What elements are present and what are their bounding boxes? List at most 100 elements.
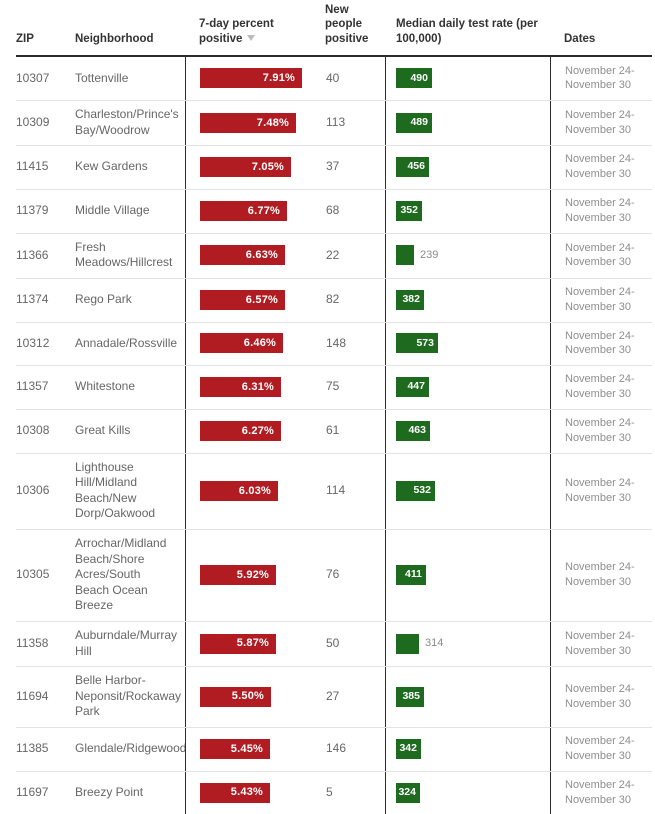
percent-positive-bar-track: 5.92% — [200, 565, 326, 585]
percent-positive-bar: 5.50% — [200, 687, 271, 707]
dates-cell: November 24-November 30 — [550, 189, 655, 233]
test-rate-bar — [396, 245, 414, 265]
zip-cell: 11374 — [0, 278, 75, 322]
neighborhood-cell: Rego Park — [75, 278, 185, 322]
test-rate-bar-label: 489 — [410, 116, 428, 130]
percent-positive-bar-label: 6.27% — [242, 424, 274, 438]
test-rate-cell: 385 — [385, 666, 550, 727]
table-row: 11366 Fresh Meadows/Hillcrest 6.63% 22 2… — [0, 233, 655, 278]
test-rate-cell: 456 — [385, 145, 550, 189]
percent-positive-bar: 6.46% — [200, 333, 283, 353]
new-people-positive-value: 40 — [326, 71, 385, 87]
test-rate-bar: 382 — [396, 290, 424, 310]
percent-positive-cell: 6.03% 114 — [185, 453, 385, 529]
new-people-positive-value: 5 — [326, 785, 385, 801]
new-people-positive-value: 146 — [326, 741, 385, 757]
neighborhood-cell: Arrochar/Midland Beach/Shore Acres/South… — [75, 529, 185, 621]
table-row: 11385 Glendale/Ridgewood 5.45% 146 342 N… — [0, 727, 655, 771]
test-rate-bar: 463 — [396, 421, 430, 441]
zip-cell: 10307 — [0, 57, 75, 101]
table-row: 11694 Belle Harbor-Neponsit/Rockaway Par… — [0, 666, 655, 727]
test-rate-bar: 324 — [396, 783, 420, 803]
test-rate-cell: 324 — [385, 771, 550, 814]
percent-positive-bar: 7.91% — [200, 68, 302, 88]
neighborhood-cell: Kew Gardens — [75, 145, 185, 189]
percent-positive-cell: 5.92% 76 — [185, 529, 385, 621]
table-row: 11379 Middle Village 6.77% 68 352 Novemb… — [0, 189, 655, 233]
zip-cell: 10305 — [0, 529, 75, 621]
neighborhood-cell: Tottenville — [75, 57, 185, 101]
test-rate-bar: 489 — [396, 113, 432, 133]
column-header-percent-positive[interactable]: 7-day percent positive — [199, 17, 325, 46]
test-rate-cell: 532 — [385, 453, 550, 529]
zip-cell: 11694 — [0, 666, 75, 727]
percent-positive-bar: 6.27% — [200, 421, 281, 441]
percent-positive-bar: 7.05% — [200, 157, 291, 177]
zip-cell: 10312 — [0, 322, 75, 366]
dates-cell: November 24-November 30 — [550, 278, 655, 322]
test-rate-cell: 447 — [385, 365, 550, 409]
percent-positive-bar: 6.63% — [200, 245, 285, 265]
table-row: 11374 Rego Park 6.57% 82 382 November 24… — [0, 278, 655, 322]
dates-cell: November 24-November 30 — [550, 621, 655, 666]
test-rate-bar: 573 — [396, 333, 438, 353]
column-header-percent-positive-label: 7-day percent positive — [199, 18, 274, 44]
column-header-group: 7-day percent positive New people positi… — [185, 3, 385, 46]
test-rate-cell: 411 — [385, 529, 550, 621]
neighborhood-cell: Breezy Point — [75, 771, 185, 814]
percent-positive-bar-label: 5.43% — [231, 785, 263, 799]
test-rate-bar: 456 — [396, 157, 429, 177]
percent-positive-cell: 5.87% 50 — [185, 621, 385, 666]
table-row: 11415 Kew Gardens 7.05% 37 456 November … — [0, 145, 655, 189]
table-row: 10306 Lighthouse Hill/Midland Beach/New … — [0, 453, 655, 529]
test-rate-outside-label: 314 — [425, 636, 443, 650]
test-rate-bar-label: 385 — [402, 690, 420, 704]
zip-cell: 11366 — [0, 233, 75, 278]
percent-positive-cell: 6.57% 82 — [185, 278, 385, 322]
percent-positive-bar-label: 5.87% — [237, 636, 269, 650]
zip-cell: 11357 — [0, 365, 75, 409]
table-row: 10305 Arrochar/Midland Beach/Shore Acres… — [0, 529, 655, 621]
test-rate-cell: 490 — [385, 57, 550, 101]
percent-positive-cell: 6.77% 68 — [185, 189, 385, 233]
dates-cell: November 24-November 30 — [550, 233, 655, 278]
test-rate-bar-label: 463 — [408, 424, 426, 438]
dates-cell: November 24-November 30 — [550, 727, 655, 771]
new-people-positive-value: 27 — [326, 689, 385, 705]
dates-cell: November 24-November 30 — [550, 145, 655, 189]
new-people-positive-value: 37 — [326, 159, 385, 175]
dates-cell: November 24-November 30 — [550, 771, 655, 814]
dates-cell: November 24-November 30 — [550, 100, 655, 145]
percent-positive-bar-label: 7.48% — [257, 116, 289, 130]
test-rate-cell: 573 — [385, 322, 550, 366]
test-rate-bar-label: 411 — [405, 568, 422, 582]
zip-cell: 11385 — [0, 727, 75, 771]
percent-positive-cell: 6.27% 61 — [185, 409, 385, 453]
percent-positive-cell: 7.48% 113 — [185, 100, 385, 145]
new-people-positive-value: 113 — [326, 115, 385, 131]
percent-positive-cell: 6.46% 148 — [185, 322, 385, 366]
percent-positive-bar-track: 6.46% — [200, 333, 326, 353]
test-rate-outside-label: 239 — [420, 248, 438, 262]
dates-cell: November 24-November 30 — [550, 365, 655, 409]
test-rate-bar: 532 — [396, 481, 435, 501]
zip-cell: 10308 — [0, 409, 75, 453]
column-header-new-people-positive: New people positive — [325, 3, 381, 46]
column-header-dates: Dates — [550, 32, 655, 46]
percent-positive-bar-label: 5.92% — [237, 568, 269, 582]
test-rate-bar: 447 — [396, 377, 429, 397]
percent-positive-bar-track: 6.27% — [200, 421, 326, 441]
test-rate-bar — [396, 634, 419, 654]
table-body: 10307 Tottenville 7.91% 40 490 November … — [0, 57, 655, 814]
test-rate-bar-label: 447 — [407, 380, 425, 394]
percent-positive-bar-track: 7.48% — [200, 113, 326, 133]
zip-cell: 10306 — [0, 453, 75, 529]
percent-positive-bar-track: 6.63% — [200, 245, 326, 265]
zip-cell: 10309 — [0, 100, 75, 145]
dates-cell: November 24-November 30 — [550, 666, 655, 727]
test-rate-bar: 352 — [396, 201, 422, 221]
percent-positive-bar: 5.45% — [200, 739, 270, 759]
percent-positive-bar-label: 7.05% — [252, 160, 284, 174]
percent-positive-bar-track: 5.45% — [200, 739, 326, 759]
